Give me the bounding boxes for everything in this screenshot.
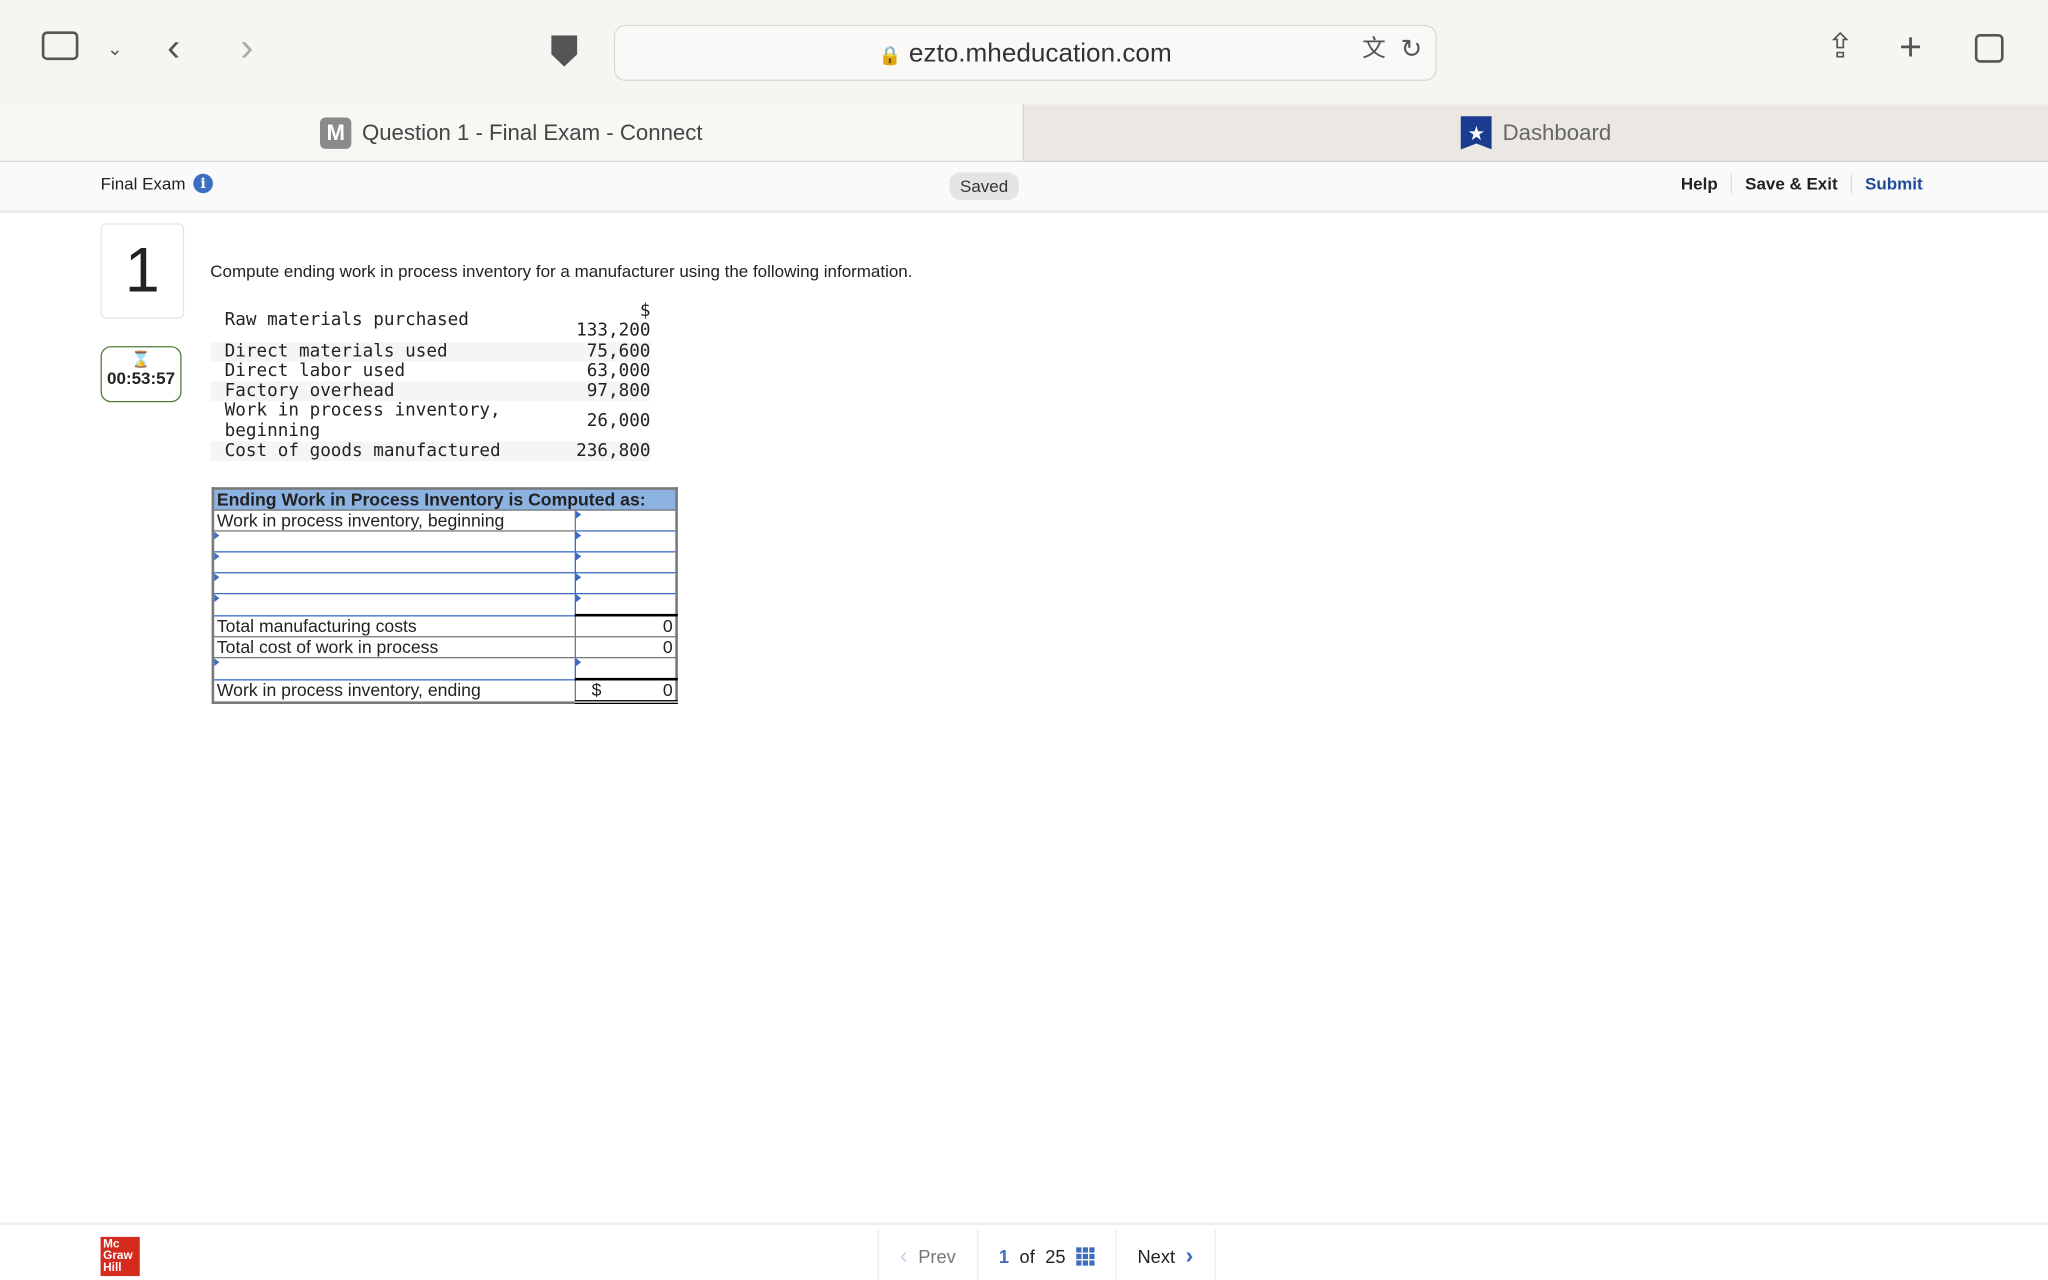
mcgraw-hill-logo: Mc Graw Hill — [100, 1236, 140, 1277]
data-row: Direct materials used 75,600 — [210, 341, 650, 362]
timer-text: 00:53:57 — [107, 368, 176, 388]
data-row: Direct labor used 63,000 — [224, 360, 651, 382]
lock-icon: 🔒 — [878, 44, 902, 66]
saved-badge: Saved — [949, 172, 1019, 200]
chevron-left-icon: ‹ — [899, 1242, 908, 1269]
help-link[interactable]: Help — [1680, 173, 1718, 194]
amount-input[interactable] — [574, 592, 678, 616]
chevron-down-icon[interactable]: ⌄ — [107, 37, 123, 59]
label-dropdown[interactable] — [212, 551, 576, 574]
amount-input[interactable] — [574, 572, 678, 595]
computed-value: 0 — [574, 636, 678, 659]
label-dropdown[interactable] — [212, 592, 576, 616]
label-dropdown[interactable] — [212, 530, 576, 553]
row-label: Work in process inventory, beginning — [212, 509, 576, 532]
next-button[interactable]: Next › — [1115, 1229, 1216, 1280]
tab-question[interactable]: M Question 1 - Final Exam - Connect — [0, 104, 1024, 161]
chevron-right-icon: › — [1185, 1242, 1194, 1269]
value: 0 — [662, 680, 673, 701]
label-dropdown[interactable] — [212, 656, 576, 680]
given-data-table: Raw materials purchased $ 133,200 Direct … — [210, 300, 651, 462]
amount-input[interactable] — [574, 509, 678, 532]
row-label: Total manufacturing costs — [212, 614, 576, 638]
data-row: Cost of goods manufactured 236,800 — [210, 441, 650, 462]
tab-label: Question 1 - Final Exam - Connect — [361, 119, 703, 145]
footer: Mc Graw Hill ‹ Prev 1 of 25 Next › — [0, 1222, 2048, 1280]
question-text: Compute ending work in process inventory… — [210, 261, 913, 281]
save-exit-link[interactable]: Save & Exit — [1730, 173, 1851, 194]
data-row: Raw materials purchased $ 133,200 — [224, 300, 651, 342]
back-icon[interactable]: ‹ — [167, 26, 181, 70]
amount-input[interactable] — [574, 551, 678, 574]
amount-input[interactable] — [574, 656, 678, 680]
sidebar-icon[interactable] — [41, 31, 79, 61]
currency-symbol: $ — [591, 680, 602, 701]
computed-value: 0 — [574, 613, 678, 638]
browser-toolbar: ⌄ ‹ › 🔒 ezto.mheducation.com ⽂ ↻ ⇪ + — [0, 0, 2048, 105]
connect-icon: M — [320, 116, 352, 149]
info-icon[interactable]: i — [193, 173, 213, 194]
submit-link[interactable]: Submit — [1850, 173, 1936, 194]
grid-icon — [1076, 1246, 1095, 1265]
star-shield-icon: ★ — [1460, 115, 1493, 150]
url-text: ezto.mheducation.com — [908, 39, 1172, 68]
prev-button[interactable]: ‹ Prev — [877, 1229, 977, 1280]
row-label: Total cost of work in process — [212, 636, 576, 659]
data-row: Factory overhead 97,800 — [210, 381, 650, 402]
question-number: 1 — [100, 223, 185, 319]
label-dropdown[interactable] — [212, 572, 576, 595]
ending-value: $0 — [574, 677, 678, 704]
pagination: ‹ Prev 1 of 25 Next › — [877, 1229, 1216, 1280]
share-icon[interactable]: ⇪ — [1825, 26, 1855, 66]
tab-dashboard[interactable]: ★ Dashboard — [1024, 104, 2048, 160]
row-label: Work in process inventory, ending — [212, 678, 576, 703]
tab-overview-icon[interactable] — [1974, 33, 2004, 63]
amount-input[interactable] — [574, 530, 678, 553]
answer-table-title: Ending Work in Process Inventory is Comp… — [212, 487, 678, 511]
exam-title: Final Exam — [100, 173, 186, 194]
privacy-shield-icon[interactable] — [551, 35, 578, 67]
reload-icon[interactable]: ↻ — [1400, 35, 1423, 64]
tab-bar: M Question 1 - Final Exam - Connect ★ Dash… — [0, 104, 2048, 162]
hourglass-icon: ⌛ — [131, 350, 151, 369]
timer[interactable]: ⌛ 00:53:57 — [100, 346, 182, 403]
address-bar[interactable]: 🔒 ezto.mheducation.com ⽂ ↻ — [613, 24, 1437, 81]
question-map-button[interactable]: 1 of 25 — [976, 1229, 1116, 1280]
translate-icon[interactable]: ⽂ — [1362, 35, 1386, 62]
new-tab-icon[interactable]: + — [1899, 26, 1922, 70]
answer-table: Ending Work in Process Inventory is Comp… — [211, 487, 678, 704]
tab-label: Dashboard — [1502, 119, 1612, 145]
forward-icon[interactable]: › — [240, 26, 254, 70]
exam-header: Final Exam i Saved Help Save & Exit Submi… — [0, 161, 2048, 213]
data-row: Work in process inventory, beginning 26,0… — [224, 400, 651, 442]
